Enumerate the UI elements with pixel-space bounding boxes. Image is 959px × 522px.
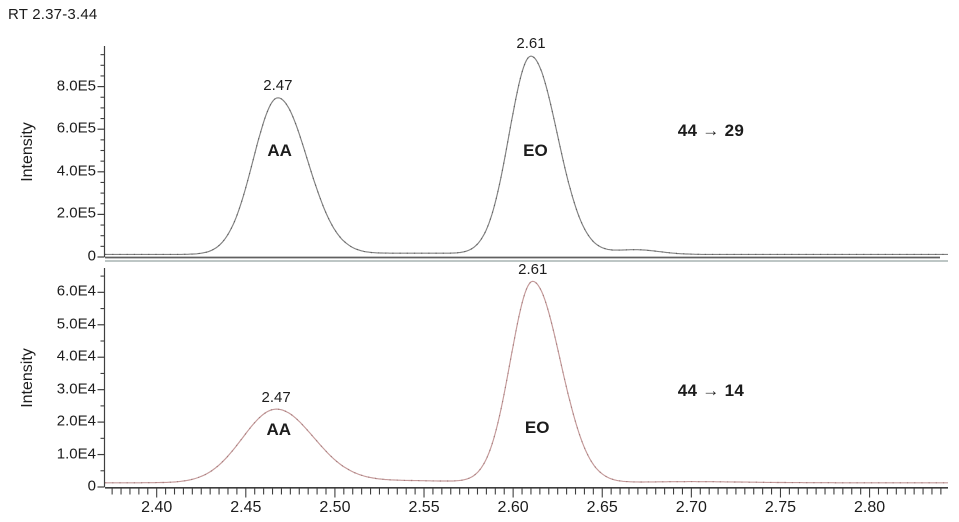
y-tick-label: 4.0E4 [56,347,96,365]
y-axis-title: Intensity [19,121,36,182]
peak-compound-label: EO [524,417,550,437]
peak-rt-label: 2.47 [261,388,291,406]
peak-rt-label: 2.47 [263,76,293,94]
y-tick-label: 6.0E5 [56,119,96,137]
y-tick-label: 8.0E5 [56,77,96,95]
x-tick-label: 2.80 [854,499,886,516]
y-tick-label: 3.0E4 [56,380,96,398]
y-tick-label: 1.0E4 [56,445,96,463]
x-tick-label: 2.55 [408,499,440,516]
x-tick-label: 2.75 [764,499,797,516]
trace-line-bottom [105,280,948,484]
peak-compound-label: AA [266,419,292,439]
peak-rt-label: 2.61 [516,35,546,53]
trace-dots-bottom [105,280,948,484]
rt-range-label: RT 2.37-3.44 [8,6,98,23]
x-tick-label: 2.70 [675,499,707,516]
y-tick-label: 0 [87,477,96,495]
x-tick-label: 2.50 [319,499,351,516]
x-tick-label: 2.45 [230,499,262,516]
y-tick-label: 0 [87,247,96,265]
y-tick-label: 2.0E4 [56,412,96,430]
x-tick-label: 2.40 [141,499,173,516]
y-axis-title: Intensity [19,347,36,408]
peak-compound-label: EO [523,140,548,160]
peak-rt-label: 2.61 [518,260,548,278]
trace-line-top [105,55,948,255]
x-tick-label: 2.60 [497,499,529,516]
y-tick-label: 6.0E4 [56,282,96,300]
transition-label-top: 44 → 29 [677,121,745,141]
peak-compound-label: AA [267,140,292,160]
y-tick-label: 4.0E5 [56,162,96,180]
transition-label-bottom: 44 → 14 [677,381,745,401]
y-tick-label: 5.0E4 [56,315,96,333]
y-tick-label: 2.0E5 [56,204,96,222]
x-tick-label: 2.65 [586,499,618,516]
